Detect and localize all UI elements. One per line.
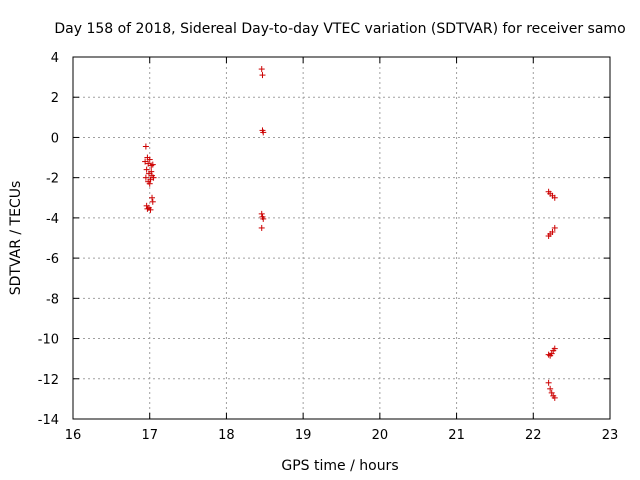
data-point bbox=[147, 206, 154, 213]
data-point bbox=[142, 143, 149, 150]
data-point bbox=[551, 345, 558, 352]
y-tick-label: -6 bbox=[46, 252, 59, 267]
y-tick-label: -10 bbox=[38, 333, 59, 348]
data-point bbox=[146, 180, 153, 187]
x-tick-label: 21 bbox=[448, 428, 465, 443]
data-point bbox=[258, 210, 265, 217]
data-point bbox=[149, 194, 156, 201]
x-axis-label: GPS time / hours bbox=[281, 458, 398, 474]
grid bbox=[73, 57, 610, 419]
data-point bbox=[551, 224, 558, 231]
x-tick-label: 16 bbox=[65, 428, 82, 443]
chart-title: Day 158 of 2018, Sidereal Day-to-day VTE… bbox=[54, 21, 625, 37]
data-point bbox=[545, 379, 552, 386]
data-point bbox=[150, 174, 157, 181]
data-point bbox=[148, 168, 155, 175]
data-point bbox=[259, 72, 266, 79]
y-tick-label: 0 bbox=[51, 131, 59, 146]
y-tick-label: 2 bbox=[51, 91, 59, 106]
data-point bbox=[551, 194, 558, 201]
data-point bbox=[545, 351, 552, 358]
data-point bbox=[548, 389, 555, 396]
x-tick-label: 22 bbox=[525, 428, 542, 443]
data-point bbox=[258, 66, 265, 73]
data-point bbox=[142, 158, 149, 165]
data-point bbox=[143, 166, 150, 173]
y-tick-label: -14 bbox=[38, 413, 59, 428]
data-point bbox=[549, 228, 556, 235]
axis-ticks bbox=[72, 56, 611, 420]
y-axis-label: SDTVAR / TECUs bbox=[8, 181, 24, 296]
data-point bbox=[260, 215, 267, 222]
x-tick-label: 19 bbox=[295, 428, 312, 443]
data-point bbox=[548, 350, 555, 357]
y-tick-label: -12 bbox=[38, 373, 59, 388]
y-tick-label: -4 bbox=[46, 212, 59, 227]
data-point bbox=[547, 385, 554, 392]
plot-frame bbox=[72, 56, 611, 420]
x-tick-label: 23 bbox=[602, 428, 619, 443]
data-point bbox=[144, 205, 151, 212]
data-point bbox=[149, 198, 156, 205]
x-tick-label: 18 bbox=[218, 428, 235, 443]
x-tick-label: 17 bbox=[141, 428, 158, 443]
data-point bbox=[258, 224, 265, 231]
data-point bbox=[551, 394, 558, 401]
x-tick-label: 20 bbox=[372, 428, 389, 443]
data-point bbox=[149, 161, 156, 168]
data-points bbox=[142, 66, 558, 401]
data-point bbox=[145, 160, 152, 167]
y-tick-label: -2 bbox=[46, 172, 59, 187]
y-tick-label: 4 bbox=[51, 51, 59, 66]
data-point bbox=[260, 129, 267, 136]
y-tick-label: -8 bbox=[46, 292, 59, 307]
data-point bbox=[142, 174, 149, 181]
data-point bbox=[146, 156, 153, 163]
